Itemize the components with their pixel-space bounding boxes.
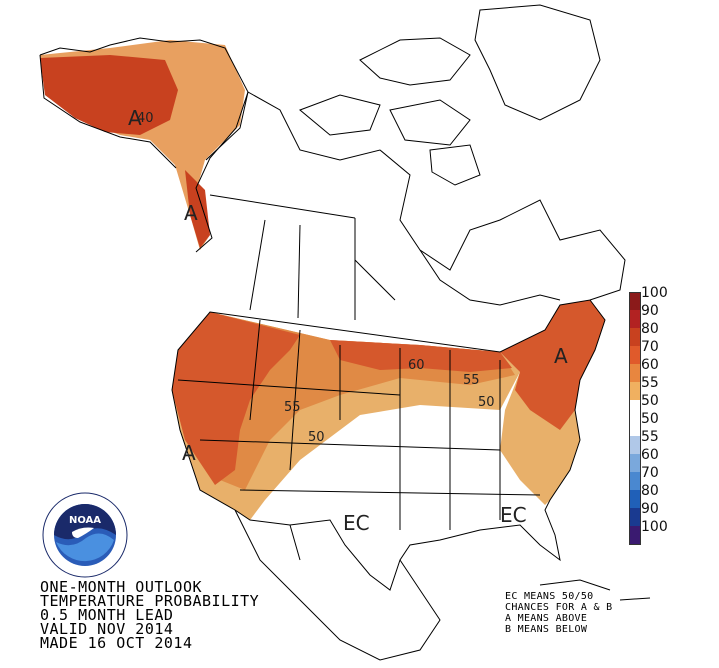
- alaska-shading: [40, 40, 245, 250]
- caribbean-islands: [539, 579, 651, 601]
- mexico-outline: [234, 509, 441, 661]
- arctic-islands: [299, 4, 601, 186]
- key-line: B MEANS BELOW: [505, 624, 588, 635]
- map-label-ec-southeast: EC: [500, 503, 527, 527]
- legend-swatch-55b: [629, 436, 641, 454]
- map-label-panhandle-a: A: [184, 201, 198, 225]
- key-block: EC MEANS 50/50 CHANCES FOR A & B A MEANS…: [505, 591, 612, 635]
- canada-outline: [209, 91, 626, 320]
- legend-label: 60: [641, 357, 659, 373]
- legend-label: 70: [641, 465, 659, 481]
- legend-swatch-100b: [629, 526, 641, 545]
- map-label-contour-55: 55: [284, 400, 301, 415]
- legend-label: 50: [641, 411, 659, 427]
- legend-label: 90: [641, 501, 659, 517]
- map-label-east-a: A: [554, 344, 568, 368]
- legend-swatch-90a: [629, 310, 641, 328]
- legend-label: 80: [641, 483, 659, 499]
- legend-swatch-50b: [629, 418, 641, 436]
- map-label-contour-50: 50: [308, 430, 325, 445]
- legend-label: 70: [641, 339, 659, 355]
- legend-label: 90: [641, 303, 659, 319]
- title-block: ONE-MONTH OUTLOOK TEMPERATURE PROBABILIT…: [40, 578, 260, 652]
- legend-swatch-55a: [629, 382, 641, 400]
- noaa-logo: NOAA: [42, 492, 128, 578]
- legend-swatch-60b: [629, 454, 641, 472]
- legend-swatch-60a: [629, 364, 641, 382]
- legend-label: 100: [641, 285, 668, 301]
- legend-label: 55: [641, 375, 659, 391]
- key-line: EC MEANS 50/50: [505, 591, 594, 602]
- title-line: TEMPERATURE PROBABILITY: [40, 592, 260, 610]
- legend-swatch-70b: [629, 472, 641, 490]
- title-line: ONE-MONTH OUTLOOK: [40, 578, 203, 596]
- legend-label: 80: [641, 321, 659, 337]
- map-label-contour-60: 60: [408, 358, 425, 373]
- legend-label: 100: [641, 519, 668, 535]
- conus-outline: [171, 299, 606, 591]
- map-label-contour-50-east: 50: [478, 395, 495, 410]
- legend-swatch-100a: [629, 292, 641, 311]
- map-label-west-a: A: [182, 441, 196, 465]
- legend-label: 60: [641, 447, 659, 463]
- legend-swatch-90b: [629, 508, 641, 526]
- map-label-contour-55-east: 55: [463, 373, 480, 388]
- legend-swatch-80a: [629, 328, 641, 346]
- legend-label: 55: [641, 429, 659, 445]
- key-line: A MEANS ABOVE: [505, 613, 588, 624]
- alaska-coast: [39, 37, 249, 253]
- key-line: CHANCES FOR A & B: [505, 602, 613, 613]
- map-label-alaska-a: A: [128, 106, 142, 130]
- title-line: VALID NOV 2014: [40, 620, 174, 638]
- noaa-logo-text: NOAA: [69, 515, 101, 526]
- legend-swatch-80b: [629, 490, 641, 508]
- map-label-ec-south: EC: [343, 511, 370, 535]
- alaska-canada-border: [205, 91, 249, 161]
- region-labels: A 40 A A A 55 50 60 55 50 EC EC: [128, 106, 568, 535]
- map-label-alaska-40: 40: [137, 111, 154, 126]
- title-line: MADE 16 OCT 2014: [40, 634, 193, 652]
- conus-shading: [172, 300, 605, 520]
- legend-swatch-50a: [629, 400, 641, 418]
- legend-label: 50: [641, 393, 659, 409]
- legend-swatch-70a: [629, 346, 641, 364]
- title-line: 0.5 MONTH LEAD: [40, 606, 174, 624]
